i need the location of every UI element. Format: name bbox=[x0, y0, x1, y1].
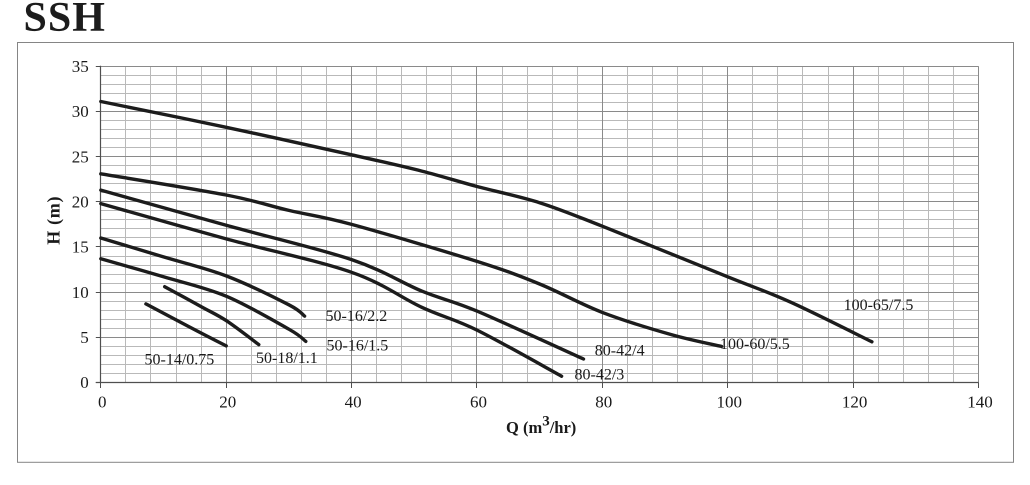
svg-text:0: 0 bbox=[98, 392, 107, 411]
svg-text:50-16/1.5: 50-16/1.5 bbox=[327, 337, 389, 354]
svg-text:100: 100 bbox=[716, 392, 742, 411]
svg-text:20: 20 bbox=[72, 193, 89, 212]
svg-text:100-60/5.5: 100-60/5.5 bbox=[720, 336, 790, 353]
svg-text:40: 40 bbox=[345, 392, 362, 411]
svg-text:50-14/0.75: 50-14/0.75 bbox=[145, 352, 215, 369]
svg-text:5: 5 bbox=[80, 328, 89, 347]
svg-text:80-42/4: 80-42/4 bbox=[595, 343, 645, 360]
svg-text:Q (m3/hr): Q (m3/hr) bbox=[506, 413, 576, 437]
svg-text:10: 10 bbox=[72, 283, 89, 302]
svg-text:80-42/3: 80-42/3 bbox=[575, 367, 625, 384]
svg-text:20: 20 bbox=[219, 392, 236, 411]
svg-text:15: 15 bbox=[72, 238, 89, 257]
svg-text:0: 0 bbox=[80, 373, 89, 392]
svg-text:30: 30 bbox=[72, 102, 89, 121]
svg-text:60: 60 bbox=[470, 392, 487, 411]
svg-text:35: 35 bbox=[72, 57, 89, 76]
svg-text:25: 25 bbox=[72, 147, 89, 166]
svg-text:80: 80 bbox=[595, 392, 612, 411]
svg-text:120: 120 bbox=[842, 392, 868, 411]
svg-text:140: 140 bbox=[967, 392, 993, 411]
svg-text:50-18/1.1: 50-18/1.1 bbox=[256, 350, 318, 367]
svg-text:50-16/2.2: 50-16/2.2 bbox=[326, 308, 388, 325]
svg-text:100-65/7.5: 100-65/7.5 bbox=[844, 297, 914, 314]
svg-text:H (m): H (m) bbox=[44, 196, 65, 245]
